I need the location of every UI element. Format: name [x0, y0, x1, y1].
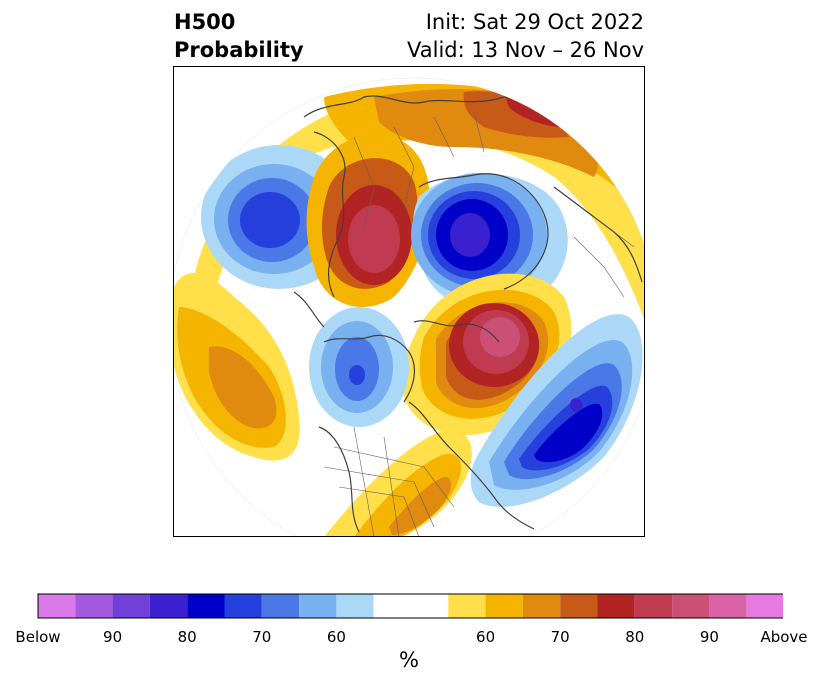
colorbar-segment	[112, 594, 150, 618]
colorbar-segment	[261, 594, 300, 618]
chart-title-left: H500 Probability	[174, 8, 304, 64]
below-anomaly-polar	[411, 173, 568, 311]
colorbar-border	[37, 593, 783, 619]
colorbar-segment	[75, 594, 113, 618]
colorbar-segment	[38, 594, 76, 618]
colorbar-tick-label: 60	[326, 628, 346, 646]
above-west-band	[174, 273, 300, 461]
colorbar-segment	[224, 594, 262, 618]
colorbar-unit: %	[399, 648, 419, 672]
colorbar-segment	[672, 594, 710, 618]
colorbar-tick-label: Above	[760, 628, 808, 646]
below-anomaly-southeast	[470, 314, 643, 507]
colorbar-tick-label: 80	[177, 628, 197, 646]
colorbar-segment	[149, 594, 188, 618]
colorbar-tick-label: Below	[15, 628, 61, 646]
probability-map	[173, 66, 645, 537]
colorbar-segment	[634, 594, 673, 618]
colorbar-tick-label: 60	[476, 628, 496, 646]
below-anomaly-central	[309, 307, 409, 427]
colorbar-tick-label: 90	[699, 628, 719, 646]
colorbar-segment	[560, 594, 598, 618]
colorbar-segment	[373, 594, 449, 618]
above-anomaly-north	[306, 134, 430, 307]
colorbar-tick-label: 70	[550, 628, 570, 646]
colorbar-tick-label: 80	[625, 628, 645, 646]
colorbar-segment	[709, 594, 747, 618]
colorbar-segment	[597, 594, 635, 618]
colorbar-segment	[336, 594, 374, 618]
variable-label: H500	[174, 10, 236, 34]
colorbar-tick-label: 70	[252, 628, 272, 646]
colorbar-segment	[448, 594, 486, 618]
colorbar-segment	[522, 594, 561, 618]
product-label: Probability	[174, 38, 304, 62]
colorbar	[37, 593, 783, 619]
colorbar-segment	[187, 594, 225, 618]
disk-border	[174, 77, 644, 536]
valid-range-label: Valid: 13 Nov – 26 Nov	[407, 38, 644, 62]
colorbar-segment	[746, 594, 783, 618]
above-anomaly-south	[324, 430, 472, 536]
init-date-label: Init: Sat 29 Oct 2022	[425, 10, 644, 34]
colorbar-segment	[485, 594, 523, 618]
colorbar-tick-label: 90	[103, 628, 123, 646]
colorbar-segment	[299, 594, 337, 618]
chart-title-right: Init: Sat 29 Oct 2022 Valid: 13 Nov – 26…	[407, 8, 644, 64]
map-svg	[174, 77, 644, 536]
country-borders	[323, 111, 635, 536]
